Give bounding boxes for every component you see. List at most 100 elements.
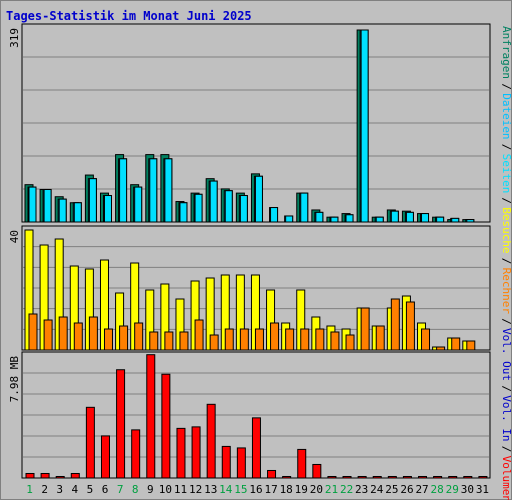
sites-bar — [254, 328, 264, 351]
side-label: / — [500, 83, 512, 90]
volume-bar — [327, 475, 337, 479]
volume-bar — [40, 472, 50, 479]
sites-bar — [103, 328, 113, 351]
pages-bar — [300, 192, 309, 223]
x-tick-label: 8 — [132, 483, 139, 496]
volume-bar — [312, 463, 322, 479]
x-tick-label: 31 — [476, 483, 489, 496]
x-tick-label: 2 — [41, 483, 48, 496]
pages-bar — [345, 214, 354, 223]
sites-bar — [466, 340, 476, 351]
sites-bar — [194, 319, 204, 351]
sites-bar — [28, 313, 38, 351]
pages-bar — [315, 211, 324, 223]
pages-bar — [179, 202, 188, 223]
pages-bar — [375, 216, 384, 223]
x-tick-label: 13 — [204, 483, 217, 496]
volume-bar — [402, 475, 412, 479]
side-label: Volumen — [500, 456, 512, 500]
pages-bar — [28, 186, 37, 223]
x-tick-label: 5 — [87, 483, 94, 496]
x-tick-label: 4 — [72, 483, 79, 496]
side-label: / — [500, 197, 512, 204]
volume-bar — [221, 445, 231, 479]
sites-bar — [179, 331, 189, 351]
pages-bar — [43, 188, 52, 223]
side-label: / — [500, 258, 512, 265]
pages-bar — [254, 175, 263, 223]
volume-bar — [448, 475, 458, 479]
x-tick-label: 17 — [264, 483, 277, 496]
volume-bar — [478, 475, 488, 479]
x-tick-label: 30 — [461, 483, 474, 496]
pages-bar — [285, 215, 294, 223]
sites-bar — [270, 322, 280, 351]
pages-bar — [239, 195, 248, 223]
pages-bar — [88, 178, 97, 223]
x-tick-label: 26 — [400, 483, 413, 496]
x-tick-label: 11 — [174, 483, 187, 496]
side-label: / — [500, 318, 512, 325]
side-label: Seiten — [500, 154, 512, 194]
side-label: Rechner — [500, 268, 512, 315]
volume-bar — [55, 475, 65, 479]
volume-bar — [206, 403, 216, 479]
volume-bar — [418, 475, 428, 479]
pages-bar — [119, 158, 128, 223]
x-tick-label: 1 — [26, 483, 33, 496]
pages-bar — [209, 180, 218, 223]
sites-bar — [164, 331, 174, 351]
pages-bar — [194, 193, 203, 223]
sites-bar — [43, 319, 53, 351]
x-tick-label: 24 — [370, 483, 384, 496]
x-tick-label: 29 — [446, 483, 459, 496]
side-label: Dateien — [500, 93, 512, 139]
pages-bar — [436, 216, 445, 223]
volume-bar — [176, 427, 186, 479]
y-tick-label: 319 — [8, 28, 21, 48]
side-label: / — [500, 385, 512, 392]
pages-bar — [73, 202, 82, 223]
sites-bar — [330, 331, 340, 351]
x-tick-label: 15 — [234, 483, 247, 496]
sites-bar — [360, 307, 370, 351]
pages-bar — [405, 211, 414, 223]
sites-bar — [134, 322, 144, 351]
sites-bar — [119, 325, 129, 351]
volume-bar — [357, 475, 367, 479]
volume-bar — [70, 472, 80, 479]
volume-bar — [100, 435, 110, 479]
sites-bar — [285, 328, 295, 351]
x-tick-label: 16 — [249, 483, 262, 496]
volume-bar — [282, 475, 292, 479]
x-tick-label: 20 — [310, 483, 323, 496]
side-label: Besuche — [500, 207, 512, 253]
x-tick-label: 22 — [340, 483, 353, 496]
volume-bar — [161, 373, 171, 479]
sites-bar — [405, 301, 415, 351]
sites-bar — [58, 316, 68, 351]
volume-bar — [236, 447, 246, 479]
volume-bar — [85, 406, 95, 479]
x-tick-label: 28 — [431, 483, 444, 496]
pages-bar — [134, 186, 143, 223]
y-tick-label: 40 — [8, 230, 21, 243]
y-tick-label: 7.98 MB — [8, 356, 21, 403]
volume-bar — [387, 475, 397, 479]
volume-bar — [267, 469, 277, 479]
x-tick-label: 23 — [355, 483, 368, 496]
sites-bar — [315, 328, 325, 351]
x-tick-label: 18 — [280, 483, 293, 496]
volume-bar — [342, 475, 352, 479]
x-tick-label: 3 — [56, 483, 63, 496]
side-label: / — [500, 446, 512, 453]
pages-bar — [466, 219, 475, 223]
volume-bar — [433, 475, 443, 479]
side-label: Anfragen — [500, 26, 512, 79]
x-tick-label: 6 — [102, 483, 109, 496]
x-tick-label: 27 — [415, 483, 428, 496]
volume-bar — [463, 475, 473, 479]
x-tick-label: 14 — [219, 483, 233, 496]
sites-bar — [149, 331, 159, 351]
